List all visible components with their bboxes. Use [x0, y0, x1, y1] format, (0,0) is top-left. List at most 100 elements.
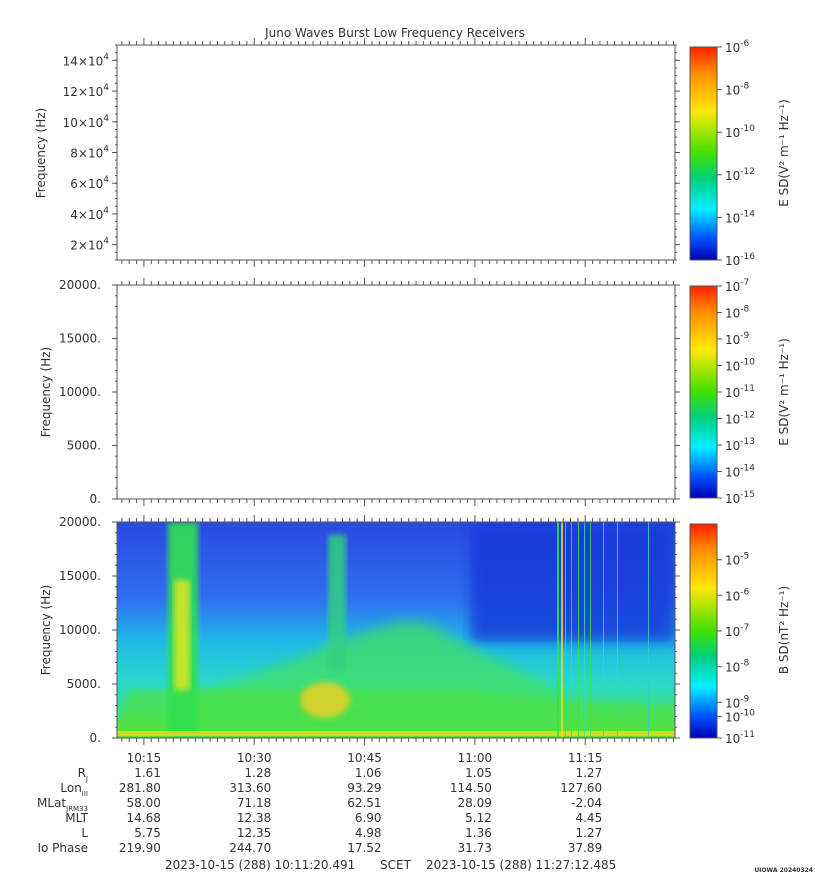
spectrogram-spike: [584, 522, 585, 738]
colorbar-tick-label: 10-14: [725, 209, 755, 225]
colorbar-tick-label: 10-6: [725, 587, 750, 603]
panel-1-ylabel: Frequency (Hz): [34, 108, 48, 199]
time-axis-label: 11:15: [568, 751, 603, 765]
y-tick-label: 5000.: [67, 439, 101, 453]
ephemeris-value: 12.38: [237, 811, 271, 825]
ephemeris-value: 114.50: [450, 781, 492, 795]
panel-1-time-ticks: [121, 38, 674, 267]
panel-2-time-ticks: [121, 278, 674, 506]
ephemeris-value: 4.98: [355, 826, 382, 840]
panel-1-colorbar: [689, 46, 718, 261]
ephemeris-table: RJ 1.61 1.28 1.06 1.05 1.27 LonIII 281.80 313.60…: [37, 766, 602, 855]
spectrogram-spike: [565, 522, 566, 738]
panel-1: 2×104 4×104 6×104 8×104 10×104 12×104 14×104 F…: [34, 38, 791, 268]
panel-2: 0. 5000. 10000. 15000. 20000. Frequency (Hz)…: [39, 278, 791, 506]
spectrogram-band-1-core: [174, 580, 190, 690]
spectrogram-low-band: [117, 690, 675, 738]
y-tick-label: 0.: [90, 492, 101, 506]
spectrogram-blob: [300, 682, 350, 718]
colorbar-tick-label: 10-7: [725, 623, 749, 639]
ephemeris-value: 12.35: [237, 826, 271, 840]
y-tick-label: 20000.: [59, 515, 101, 529]
panel-2-frame: [116, 284, 676, 500]
ephemeris-value: 5.12: [465, 811, 492, 825]
colorbar-tick-label: 10-6: [725, 39, 750, 55]
ephemeris-value: 17.52: [347, 841, 381, 855]
panel-3-colorbar: [689, 523, 718, 739]
ephemeris-value: -2.04: [571, 796, 602, 810]
ephemeris-value: 6.90: [355, 811, 382, 825]
spectrogram-spike: [578, 522, 579, 738]
ephemeris-value: 1.27: [575, 766, 602, 780]
footer-scet: SCET: [380, 858, 412, 872]
time-axis-label: 10:15: [127, 751, 162, 765]
y-tick-label: 0.: [90, 731, 101, 745]
panel-2-ylabel: Frequency (Hz): [39, 347, 53, 438]
y-tick-label: 10000.: [59, 385, 101, 399]
colorbar-tick-label: 10-14: [725, 464, 755, 480]
ephemeris-row-label: L: [81, 826, 88, 840]
spectrogram-spike: [557, 522, 559, 738]
panel-3-time-ticks: [121, 515, 674, 745]
colorbar-tick-label: 10-9: [725, 331, 750, 347]
ephemeris-value: 1.06: [355, 766, 382, 780]
panel-2-colorbar-label: E SD(V² m⁻¹ Hz⁻¹): [777, 338, 791, 446]
colorbar-tick-label: 10-10: [725, 358, 755, 374]
colorbar-tick-label: 10-8: [725, 305, 750, 321]
panel-2-colorbar-ticks: 10-7 10-8 10-9 10-10 10-11 10-12 10-13 10-14 10-…: [717, 278, 755, 506]
colorbar-tick-label: 10-11: [725, 730, 755, 746]
panel-2-y-ticks: 0. 5000. 10000. 15000. 20000.: [59, 278, 680, 506]
y-tick-label: 4×104: [70, 206, 109, 222]
colorbar-tick-label: 10-16: [725, 252, 755, 268]
panel-2-colorbar: [689, 285, 718, 499]
colorbar-tick-label: 10-8: [725, 82, 750, 98]
footer-end-time: 2023-10-15 (288) 11:27:12.485: [426, 858, 616, 872]
spectrogram-spike: [617, 522, 618, 738]
spectrogram-bottom-line: [117, 731, 675, 736]
y-tick-label: 10×104: [63, 114, 110, 130]
panel-1-y-ticks: 2×104 4×104 6×104 8×104 10×104 12×104 14×104: [63, 44, 680, 261]
spectrogram-quiet-region: [470, 522, 675, 642]
time-axis-labels: 10:15 10:30 10:45 11:00 11:15: [127, 751, 603, 765]
panel-3: 0. 5000. 10000. 15000. 20000. Frequency (Hz)…: [39, 515, 791, 746]
y-tick-label: 6×104: [70, 175, 109, 191]
ephemeris-value: 62.51: [347, 796, 381, 810]
spectrogram-spike: [590, 522, 591, 738]
ephemeris-value: 71.18: [237, 796, 271, 810]
ephemeris-value: 1.36: [465, 826, 492, 840]
spectrogram-spike: [571, 522, 572, 738]
ephemeris-value: 58.00: [127, 796, 161, 810]
ephemeris-row-label: Io Phase: [37, 841, 88, 855]
spectrogram: [117, 522, 675, 738]
ephemeris-value: 1.27: [575, 826, 602, 840]
panel-3-colorbar-label: B SD(nT² Hz⁻¹): [777, 586, 791, 674]
spectrogram-spike: [648, 522, 649, 738]
y-tick-label: 12×104: [63, 83, 110, 99]
panel-3-colorbar-ticks: 10-5 10-6 10-7 10-8 10-910-10 10-11: [717, 552, 755, 746]
footer-start-time: 2023-10-15 (288) 10:11:20.491: [165, 858, 355, 872]
ephemeris-value: 1.61: [134, 766, 161, 780]
ephemeris-value: 93.29: [347, 781, 381, 795]
spectrogram-spike: [603, 522, 604, 738]
y-tick-label: 15000.: [59, 569, 101, 583]
ephemeris-value: 281.80: [119, 781, 161, 795]
spectrogram-band-2: [328, 535, 346, 670]
time-axis-label: 10:45: [347, 751, 382, 765]
y-tick-label: 10000.: [59, 623, 101, 637]
colorbar-tick-label: 10-12: [725, 167, 755, 183]
ephemeris-value: 127.60: [560, 781, 602, 795]
ephemeris-value: 1.05: [465, 766, 492, 780]
colorbar-tick-label: 10-15: [725, 490, 755, 506]
time-axis-label: 11:00: [458, 751, 493, 765]
colorbar-tick-label: 10-11: [725, 384, 755, 400]
colorbar-tick-label: 10-12: [725, 411, 755, 427]
ephemeris-value: 28.09: [458, 796, 492, 810]
colorbar-tick-label: 10-7: [725, 278, 749, 294]
ephemeris-value: 1.28: [245, 766, 272, 780]
chart-title: Juno Waves Burst Low Frequency Receivers: [264, 26, 525, 40]
colorbar-tick-label: 10-13: [725, 437, 755, 453]
ephemeris-value: 31.73: [458, 841, 492, 855]
y-tick-label: 8×104: [70, 145, 109, 161]
y-tick-label: 20000.: [59, 278, 101, 292]
